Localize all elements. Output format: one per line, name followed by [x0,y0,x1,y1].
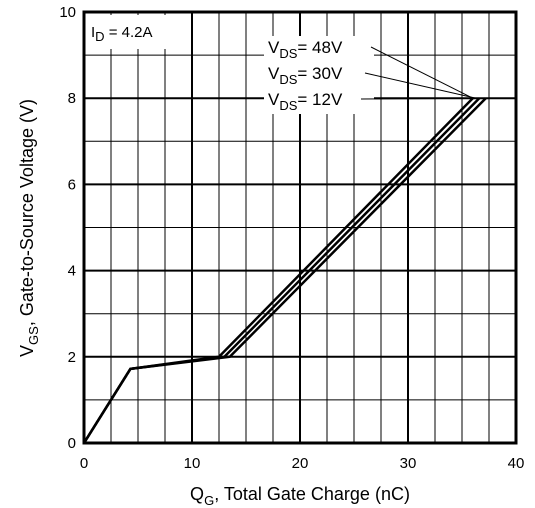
legend-30v-rest: = 30V [297,64,343,83]
legend-leader-line [360,97,480,100]
y-tick-label: 2 [68,349,76,366]
legend-leader-line [364,72,477,99]
x-tick-label: 30 [400,455,417,472]
x-axis-label-sub: G [204,493,214,508]
y-tick-label: 6 [68,176,76,193]
y-tick-label: 8 [68,90,76,107]
legend-leader-line [370,46,474,99]
tick-labels: 0 10 20 30 40 0 2 4 6 8 10 [59,4,524,472]
legend-48v-main: V [268,38,280,57]
x-tick-label: 10 [184,455,201,472]
y-axis-label-rest: , Gate-to-Source Voltage (V) [17,99,37,326]
legend-30v-main: V [268,64,280,83]
y-axis-label-sub: GS [26,326,41,345]
x-tick-label: 20 [292,455,309,472]
legend-12v-main: V [268,90,280,109]
legend-label-30v: VDS= 30V [268,64,343,87]
y-tick-label: 10 [59,4,76,21]
x-tick-label: 0 [80,455,88,472]
x-tick-label: 40 [508,455,525,472]
current-annotation-main: I [91,24,95,41]
legend-48v-rest: = 48V [297,38,343,57]
legend-label-48v: VDS= 48V [268,38,343,61]
legend-leader-lines [360,46,480,100]
legend-30v-sub: DS [279,72,297,87]
current-annotation-rest: = 4.2A [105,24,153,41]
plot-frame [82,10,518,445]
legend-label-12v: VDS= 12V [268,90,343,113]
legend-12v-sub: DS [279,98,297,113]
current-annotation: ID = 4.2A [91,24,153,44]
series-line-2 [82,97,474,444]
legend: VDS= 48V VDS= 30V VDS= 12V [264,36,480,114]
y-axis-label-main: V [17,345,37,357]
x-axis-label-rest: , Total Gate Charge (nC) [214,484,410,504]
y-tick-label: 4 [68,263,76,280]
y-tick-label: 0 [68,435,76,452]
y-axis-label: VGS, Gate-to-Source Voltage (V) [17,99,41,357]
legend-12v-rest: = 12V [297,90,343,109]
x-axis-label: QG, Total Gate Charge (nC) [190,484,410,508]
legend-background [264,36,374,114]
legend-48v-sub: DS [279,46,297,61]
current-annotation-sub: D [95,29,104,44]
current-annotation-box [87,15,173,49]
series-group [82,97,487,444]
x-axis-label-main: Q [190,484,204,504]
